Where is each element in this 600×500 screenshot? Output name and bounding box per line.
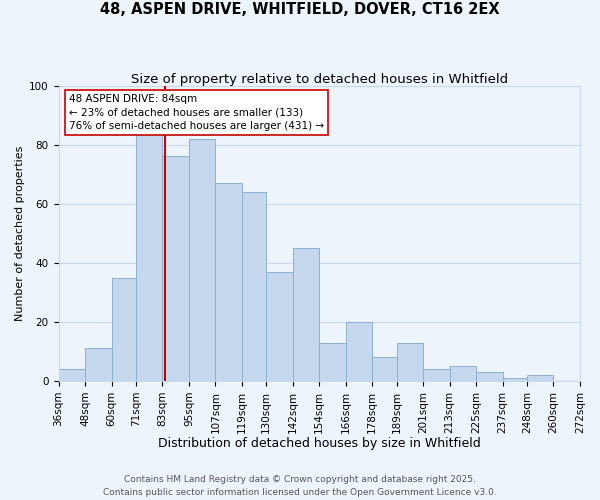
- Bar: [527, 375, 553, 381]
- Bar: [163, 156, 189, 381]
- Text: 48 ASPEN DRIVE: 84sqm
← 23% of detached houses are smaller (133)
76% of semi-det: 48 ASPEN DRIVE: 84sqm ← 23% of detached …: [69, 94, 324, 131]
- Y-axis label: Number of detached properties: Number of detached properties: [15, 146, 25, 321]
- Bar: [112, 278, 136, 381]
- Bar: [476, 372, 503, 381]
- Bar: [423, 369, 449, 381]
- Bar: [59, 369, 85, 381]
- Bar: [346, 322, 372, 381]
- Bar: [136, 133, 163, 381]
- Bar: [503, 378, 527, 381]
- Bar: [215, 183, 242, 381]
- Bar: [319, 342, 346, 381]
- Bar: [242, 192, 266, 381]
- Bar: [449, 366, 476, 381]
- Bar: [397, 342, 423, 381]
- X-axis label: Distribution of detached houses by size in Whitfield: Distribution of detached houses by size …: [158, 437, 481, 450]
- Text: Contains HM Land Registry data © Crown copyright and database right 2025.
Contai: Contains HM Land Registry data © Crown c…: [103, 476, 497, 497]
- Bar: [266, 272, 293, 381]
- Bar: [293, 248, 319, 381]
- Bar: [85, 348, 112, 381]
- Bar: [372, 358, 397, 381]
- Text: 48, ASPEN DRIVE, WHITFIELD, DOVER, CT16 2EX: 48, ASPEN DRIVE, WHITFIELD, DOVER, CT16 …: [100, 2, 500, 18]
- Bar: [189, 138, 215, 381]
- Title: Size of property relative to detached houses in Whitfield: Size of property relative to detached ho…: [131, 72, 508, 86]
